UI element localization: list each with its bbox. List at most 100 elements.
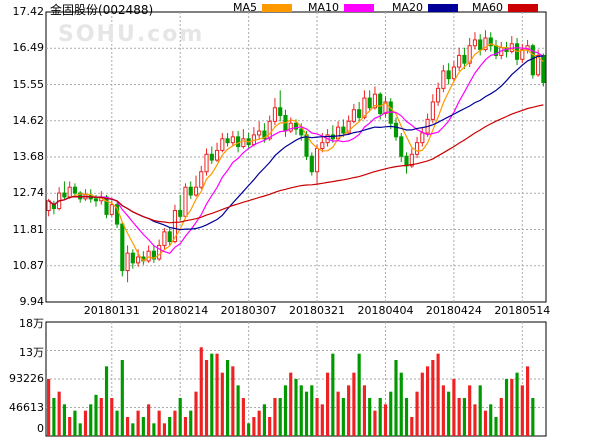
volume-bar <box>173 410 177 436</box>
volume-bar <box>504 379 509 436</box>
volume-bar <box>399 372 403 436</box>
volume-bar <box>47 379 51 436</box>
candle-body <box>357 109 362 118</box>
volume-bar <box>220 372 224 436</box>
volume-bar <box>468 385 472 436</box>
volume-bar <box>494 417 498 436</box>
candle-body <box>267 120 272 140</box>
legend-label: MA10 <box>308 1 340 14</box>
stock-name: 金固股份 <box>50 3 99 17</box>
volume-bar <box>236 385 240 436</box>
volume-bar <box>157 410 161 436</box>
volume-bar <box>489 404 493 436</box>
candle-body <box>172 210 178 243</box>
stock-title: 金固股份(002488) <box>50 1 153 18</box>
volume-bar <box>204 360 209 436</box>
ma5-line <box>48 43 544 262</box>
candle-body <box>304 134 309 157</box>
candle-body <box>530 45 535 76</box>
candle-body <box>67 186 72 198</box>
volume-bar <box>336 391 340 436</box>
legend-ma10: MA10 <box>308 1 375 14</box>
candle-body <box>436 87 441 103</box>
candle-body <box>478 39 483 51</box>
volume-tick-label: 13万 <box>19 345 44 359</box>
volume-bar <box>147 404 151 436</box>
volume-bar <box>115 410 119 436</box>
volume-bar <box>410 417 414 436</box>
y-tick-label: 17.42 <box>12 5 45 18</box>
volume-bar <box>426 366 430 436</box>
volume-bar <box>94 394 98 436</box>
candle-body <box>209 153 214 161</box>
x-tick-label: 20180214 <box>152 304 209 317</box>
volume-bar <box>404 398 409 436</box>
volume-bar <box>110 398 114 436</box>
candle-body <box>336 126 341 140</box>
volume-bar <box>478 385 482 436</box>
candle-body <box>72 186 78 194</box>
volume-bar <box>352 372 356 436</box>
volume-bar <box>473 404 477 436</box>
volume-bar <box>183 417 188 436</box>
volume-tick-label: 93226 <box>9 372 44 385</box>
volume-bar <box>62 404 66 436</box>
volume-bar <box>341 398 345 436</box>
y-tick-label: 14.62 <box>12 113 45 127</box>
volume-bar <box>462 398 466 436</box>
volume-bar <box>441 385 445 436</box>
volume-bar <box>436 353 440 436</box>
candle-body <box>157 244 162 260</box>
candle-body <box>146 250 151 262</box>
candle-body <box>241 138 246 148</box>
ma20-line <box>48 55 544 231</box>
volume-bar <box>136 410 140 436</box>
candle-body <box>78 192 83 200</box>
volume-bar <box>326 372 330 436</box>
volume-bar <box>373 410 377 436</box>
candle-body <box>257 130 262 136</box>
candle-body <box>399 136 404 157</box>
volume-bar <box>378 398 382 436</box>
candle-body <box>125 252 130 272</box>
candle-body <box>230 136 235 144</box>
candle-body <box>383 101 388 115</box>
candle-body <box>272 107 278 122</box>
y-tick-label: 15.55 <box>12 77 45 91</box>
legend-label: MA20 <box>392 1 424 14</box>
volume-bar <box>510 379 514 436</box>
volume-bar <box>231 366 235 436</box>
volume-bar <box>247 423 251 436</box>
candle-body <box>393 122 399 138</box>
volume-bar <box>215 353 219 436</box>
y-tick-label: 16.49 <box>12 41 45 55</box>
volume-bar <box>126 417 130 436</box>
legend-label: MA5 <box>233 1 258 14</box>
candle-body <box>367 97 372 109</box>
candle-body <box>130 252 135 264</box>
ma60-line <box>48 104 544 224</box>
candle-body <box>114 204 120 225</box>
candle-body <box>536 54 541 76</box>
candle-body <box>288 122 293 132</box>
volume-bar <box>99 398 103 436</box>
volume-bar <box>331 353 335 436</box>
candle-body <box>378 93 383 115</box>
x-tick-label: 20180131 <box>83 304 140 317</box>
legend-ma60: MA60 <box>472 1 539 14</box>
volume-bar <box>89 404 93 436</box>
volume-bar <box>389 391 393 436</box>
volume-bar <box>120 360 124 436</box>
candle-body <box>193 186 199 196</box>
watermark: SOHU.com <box>58 22 205 47</box>
candle-body <box>541 54 546 84</box>
volume-bar <box>68 417 72 436</box>
volume-tick-label: 46613 <box>9 400 44 414</box>
volume-bar <box>262 404 266 436</box>
volume-bar <box>52 398 56 436</box>
legend-swatch <box>508 3 539 12</box>
candle-body <box>488 37 493 47</box>
volume-bar <box>526 366 530 436</box>
volume-tick-label: 0 <box>37 422 44 435</box>
